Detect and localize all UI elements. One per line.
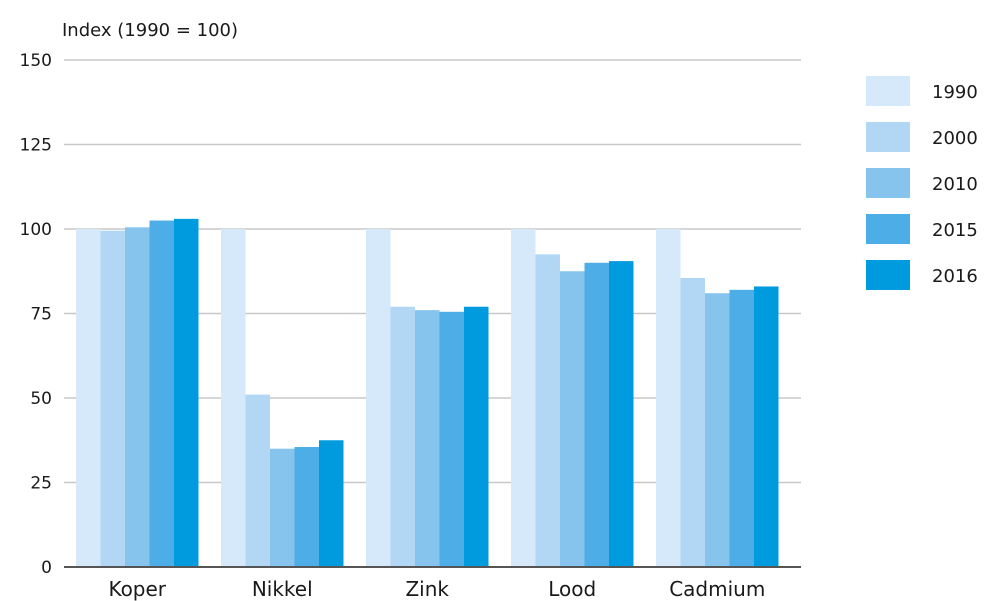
category-label: Nikkel — [252, 577, 313, 601]
legend-swatch-1990 — [866, 76, 910, 106]
y-tick-label: 150 — [20, 51, 52, 71]
bar-koper-2010 — [125, 227, 150, 567]
y-tick-label: 50 — [30, 389, 52, 409]
bars — [76, 218, 779, 568]
legend: 1990 2000 2010 2015 2016 — [866, 76, 978, 290]
y-tick-label: 25 — [30, 474, 52, 494]
y-axis-label: Index (1990 = 100) — [62, 20, 238, 41]
bar-lood-1990 — [511, 229, 536, 567]
y-tick-label: 125 — [20, 136, 52, 156]
bar-koper-2015 — [149, 220, 174, 568]
bar-cadmium-2010 — [705, 293, 730, 567]
bar-zink-2010 — [415, 310, 440, 567]
bar-lood-2000 — [535, 254, 560, 567]
legend-label-2010: 2010 — [932, 174, 978, 195]
bar-lood-2016 — [609, 261, 634, 567]
legend-label-1990: 1990 — [932, 82, 978, 103]
bar-koper-2000 — [100, 230, 125, 567]
bar-nikkel-2015 — [294, 447, 319, 567]
y-tick-label: 100 — [20, 220, 52, 240]
bar-nikkel-2000 — [245, 394, 270, 567]
legend-swatch-2016 — [866, 260, 910, 290]
legend-label-2000: 2000 — [932, 128, 978, 149]
legend-swatch-2010 — [866, 168, 910, 198]
y-tick-label: 75 — [30, 305, 52, 325]
bar-lood-2015 — [584, 262, 609, 567]
bar-lood-2010 — [560, 271, 585, 567]
bar-cadmium-2000 — [680, 278, 705, 567]
bar-zink-2015 — [439, 311, 464, 567]
bar-nikkel-1990 — [221, 229, 246, 567]
legend-label-2015: 2015 — [932, 220, 978, 241]
legend-label-2016: 2016 — [932, 266, 978, 287]
bar-koper-1990 — [76, 229, 101, 567]
bar-zink-1990 — [366, 229, 391, 567]
y-tick-label: 0 — [41, 558, 52, 578]
y-tick-labels: 0 25 50 75 100 125 150 — [20, 51, 52, 578]
category-label: Zink — [405, 577, 449, 601]
bar-cadmium-2016 — [754, 286, 779, 567]
bar-nikkel-2016 — [319, 440, 344, 567]
legend-swatch-2015 — [866, 214, 910, 244]
bar-zink-2016 — [464, 306, 489, 567]
category-label: Koper — [108, 577, 166, 601]
bar-nikkel-2010 — [270, 448, 295, 567]
bar-koper-2016 — [174, 218, 199, 568]
legend-swatch-2000 — [866, 122, 910, 152]
bar-cadmium-1990 — [656, 229, 681, 567]
category-label: Cadmium — [669, 577, 765, 601]
bar-zink-2000 — [390, 306, 415, 567]
bar-cadmium-2015 — [729, 289, 754, 567]
category-labels: Koper Nikkel Zink Lood Cadmium — [108, 577, 765, 601]
category-label: Lood — [548, 577, 596, 601]
